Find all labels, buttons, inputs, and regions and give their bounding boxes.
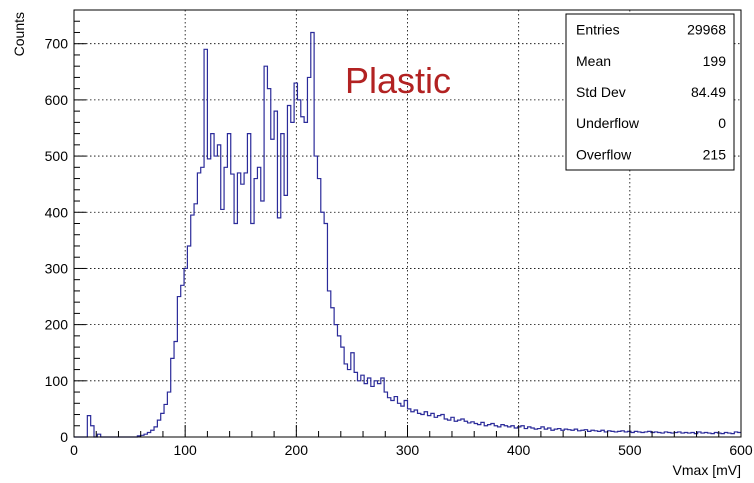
stats-row-label: Std Dev <box>576 84 626 100</box>
y-tick-label: 700 <box>45 36 69 52</box>
x-tick-label: 100 <box>173 442 197 458</box>
axis-ticks <box>73 9 742 438</box>
stats-row-label: Mean <box>576 53 611 69</box>
x-tick-label: 600 <box>729 442 753 458</box>
stats-box: Entries 29968 Mean 199 Std Dev 84.49 Underflow… <box>565 13 735 171</box>
tick-labels: 0 100 200 300 400 500 600 0 100 200 300 400 500 600 70… <box>45 36 753 458</box>
x-tick-label: 500 <box>618 442 642 458</box>
y-tick-label: 100 <box>45 373 69 389</box>
histogram-series-line <box>74 31 741 438</box>
stats-row-label: Overflow <box>576 146 632 162</box>
stats-row-value: 199 <box>703 53 727 69</box>
x-axis-title: Vmax [mV] <box>673 462 741 478</box>
stats-box-rows: Entries 29968 Mean 199 Std Dev 84.49 Underflow… <box>576 22 726 163</box>
y-axis-title: Counts <box>11 12 27 56</box>
stats-row-value: 84.49 <box>691 84 726 100</box>
y-tick-label: 600 <box>45 92 69 108</box>
histogram-layer <box>74 31 741 438</box>
y-tick-label: 500 <box>45 148 69 164</box>
x-tick-label: 400 <box>507 442 531 458</box>
x-tick-label: 200 <box>285 442 309 458</box>
plastic-annotation: Plastic <box>345 60 451 101</box>
grid-layer <box>74 10 741 437</box>
x-tick-label: 300 <box>396 442 420 458</box>
y-tick-label: 0 <box>60 429 68 445</box>
stats-row-value: 29968 <box>687 22 726 38</box>
stats-box-frame <box>565 13 735 171</box>
stats-row-label: Entries <box>576 22 620 38</box>
y-tick-label: 400 <box>45 204 69 220</box>
x-tick-label: 0 <box>70 442 78 458</box>
y-tick-label: 200 <box>45 317 69 333</box>
stats-row-value: 215 <box>703 146 727 162</box>
y-tick-label: 300 <box>45 260 69 276</box>
stats-row-value: 0 <box>718 115 726 131</box>
stats-row-label: Underflow <box>576 115 640 131</box>
